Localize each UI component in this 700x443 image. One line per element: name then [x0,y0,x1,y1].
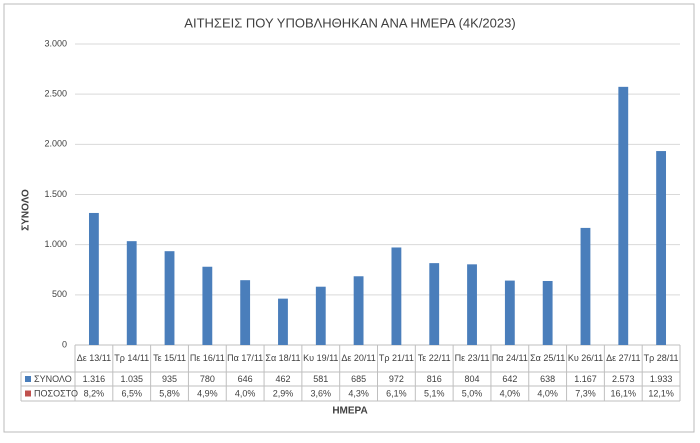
y-tick-label: 2.500 [44,89,67,99]
table-value: 5,8% [159,388,180,398]
table-value: 5,1% [424,388,445,398]
x-tick-container: Τε 22/11 [417,353,451,363]
legend-label: ΠΟΣΟΣΤΟ [34,388,78,398]
table-value: 6,1% [386,388,407,398]
x-tick-container: Τρ 21/11 [378,353,414,363]
x-tick-label: Πε 23/11 [454,353,490,363]
chart-title: ΑΙΤΗΣΕΙΣ ΠΟΥ ΥΠΟΒΛΗΘΗΚΑΝ ΑΝΑ ΗΜΕΡΑ (4Κ/2… [184,15,515,30]
table-value: 7,3% [575,388,596,398]
table-value: 5,0% [462,388,483,398]
table-value: 4,3% [348,388,369,398]
bar [656,151,667,345]
bar [353,276,364,345]
x-tick-label: Πε 16/11 [189,353,225,363]
x-tick-container: Δε 20/11 [341,353,376,363]
x-tick-label: Τρ 28/11 [643,353,679,363]
x-tick-label: Δε 20/11 [341,353,376,363]
bar [88,212,99,345]
x-tick-label: Κυ 19/11 [303,353,339,363]
x-tick-label: Τε 22/11 [417,353,451,363]
legend-swatch [25,390,31,397]
table-value: 816 [427,374,442,384]
bar [504,280,515,345]
x-tick-container: Πα 24/11 [491,353,528,363]
x-tick-label: Δε 13/11 [76,353,112,363]
x-tick-container: Τρ 28/11 [643,353,679,363]
table-value: 3,6% [311,388,332,398]
x-tick-label: Δε 27/11 [606,353,641,363]
bar [580,227,591,345]
bar [278,298,288,345]
x-tick-label: Κυ 26/11 [567,353,604,363]
x-axis-label: ΗΜΕΡΑ [332,406,367,417]
table-value: 4,0% [235,388,256,398]
x-tick-container: Τρ 14/11 [114,353,150,363]
table-value: 642 [502,374,517,384]
table-value: 685 [351,374,366,384]
table-value: 4,0% [537,388,558,398]
bar [202,266,213,345]
table-value: 1.933 [650,374,673,384]
bar [618,86,629,345]
y-tick-label: 3.000 [44,38,67,48]
x-tick-label: Πα 17/11 [227,353,264,363]
table-value: 1.316 [83,374,106,384]
y-axis-label: ΣΥΝΟΛΟ [21,189,32,231]
table-value: 462 [275,374,290,384]
table-value: 1.167 [574,374,597,384]
x-tick-container: Σα 18/11 [265,353,301,363]
x-tick-container: Κυ 19/11 [303,353,339,363]
bar [240,280,251,345]
table-value: 8,2% [84,388,105,398]
table-value: 4,0% [500,388,521,398]
y-tick-label: 1.500 [44,189,67,199]
y-tick-label: 0 [62,339,67,349]
x-tick-label: Σα 18/11 [265,353,301,363]
table-value: 638 [540,374,555,384]
x-tick-container: Δε 27/11 [606,353,641,363]
x-tick-container: Πε 23/11 [454,353,490,363]
x-tick-label: Τρ 21/11 [378,353,414,363]
bar [391,247,402,345]
table-value: 6,5% [121,388,142,398]
x-tick-label: Πα 24/11 [491,353,528,363]
x-tick-container: Πα 17/11 [227,353,264,363]
table-value: 581 [313,374,328,384]
table-value: 4,9% [197,388,218,398]
x-tick-label: Σα 25/11 [530,353,566,363]
x-tick-container: Πε 16/11 [189,353,225,363]
y-tick-label: 1.000 [44,239,67,249]
x-tick-container: Δε 13/11 [76,353,112,363]
table-value: 2,9% [273,388,294,398]
bar [542,280,553,345]
x-tick-label: Τρ 14/11 [114,353,150,363]
x-tick-container: Κυ 26/11 [567,353,604,363]
x-tick-container: Σα 25/11 [530,353,566,363]
table-value: 2.573 [612,374,635,384]
legend-swatch [25,376,31,382]
table-value: 780 [200,374,215,384]
table-value: 1.035 [120,374,143,384]
chart-frame [3,3,695,433]
bar [164,251,175,345]
x-tick-label: Τε 15/11 [153,353,186,363]
table-value: 935 [162,374,177,384]
table-value: 646 [238,374,253,384]
legend-label: ΣΥΝΟΛΟ [34,374,72,384]
bar [429,263,440,345]
bar [315,286,326,345]
y-tick-label: 500 [52,289,67,299]
bar [126,241,137,345]
table-value: 972 [389,374,404,384]
x-tick-container: Τε 15/11 [153,353,186,363]
y-tick-label: 2.000 [44,139,67,149]
table-value: 12,1% [648,388,674,398]
bar [467,264,477,345]
table-value: 16,1% [611,388,637,398]
table-value: 804 [465,374,480,384]
